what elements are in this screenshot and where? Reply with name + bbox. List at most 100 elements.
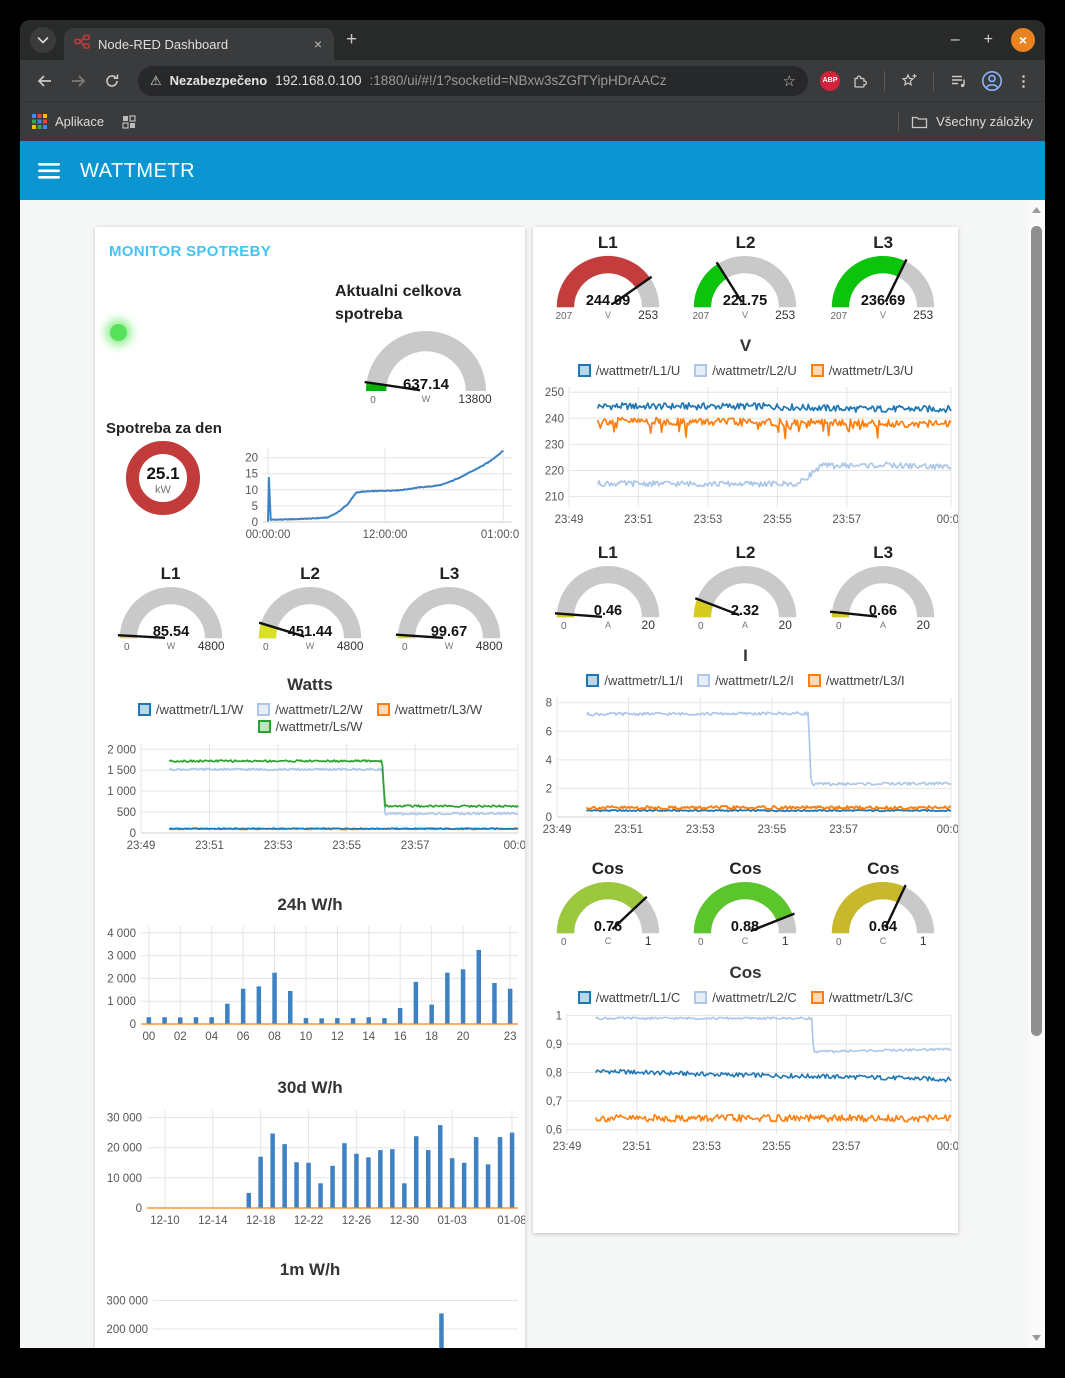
new-tab-button[interactable]: + (346, 29, 358, 50)
page-scrollbar[interactable] (1028, 200, 1045, 1348)
bookmark-apps[interactable]: Aplikace (55, 114, 105, 129)
voltage-chart-block: V /wattmetr/L1/U /wattmetr/L2/U /wattmet… (533, 336, 958, 527)
svg-text:4800: 4800 (197, 639, 224, 653)
legend-item[interactable]: /wattmetr/L3/U (810, 363, 913, 378)
gauge-l3-amps: 0.66 A 0 20 (814, 563, 952, 642)
svg-text:23:57: 23:57 (829, 824, 858, 836)
svg-text:300 000: 300 000 (106, 1296, 148, 1308)
24h-bar-chart: 00 02 04 06 08 10 12 14 16 18 20 23 0 1 00… (95, 920, 525, 1044)
svg-text:13800: 13800 (458, 392, 492, 406)
browser-window: Node-RED Dashboard × + – + × ⚠ Nezabezpe… (20, 20, 1045, 1348)
bookmark-star-icon[interactable]: ☆ (782, 72, 796, 90)
tab-search-button[interactable] (30, 27, 56, 53)
svg-text:1 000: 1 000 (107, 996, 136, 1008)
legend-item[interactable]: /wattmetr/L1/U (577, 363, 680, 378)
svg-text:0,9: 0,9 (546, 1039, 562, 1051)
browser-tab[interactable]: Node-RED Dashboard × (64, 28, 334, 60)
gauge-block-l1-amps: L1 0.46 A 0 20 (539, 543, 677, 642)
svg-text:1 000: 1 000 (107, 786, 136, 798)
back-button[interactable] (30, 67, 58, 95)
svg-text:01:00:00: 01:00:00 (481, 529, 519, 541)
svg-text:V: V (880, 310, 886, 320)
svg-text:4800: 4800 (337, 639, 364, 653)
dashboard-header: WATTMETR (20, 141, 1045, 201)
gauge-title: L1 (597, 233, 618, 252)
svg-text:23:51: 23:51 (195, 840, 224, 852)
forward-button[interactable] (64, 67, 92, 95)
reload-button[interactable] (98, 67, 126, 95)
svg-text:2.32: 2.32 (731, 603, 759, 619)
24h-chart-block: 24h W/h 00 02 04 06 08 10 12 14 16 18 20… (95, 895, 525, 1044)
back-arrow-icon (37, 74, 51, 87)
legend-item[interactable]: /wattmetr/L3/C (810, 990, 913, 1005)
gauge-title: L3 (873, 543, 894, 563)
adblock-extension-badge[interactable]: ABP (820, 70, 840, 91)
legend-item[interactable]: /wattmetr/L2/C (694, 990, 797, 1005)
tab-close-button[interactable]: × (313, 36, 322, 52)
gauge-block-cos-l1: Cos 0.76 C 0 1 (539, 859, 677, 958)
svg-text:4: 4 (546, 755, 553, 767)
browser-menu-button[interactable]: ⋮ (1016, 72, 1031, 90)
gauge-block-l3-volts: L3 236.69 V 207 253 (814, 233, 952, 332)
svg-text:0: 0 (699, 938, 705, 949)
svg-text:A: A (880, 620, 886, 630)
svg-text:23:51: 23:51 (614, 824, 643, 836)
legend-item[interactable]: /wattmetr/L3/W (376, 702, 482, 717)
node-red-favicon (74, 34, 90, 55)
legend-item[interactable]: /wattmetr/L2/W (257, 702, 363, 717)
svg-text:W: W (166, 641, 175, 651)
svg-text:15: 15 (245, 469, 258, 481)
cos-gauges-row: Cos 0.76 C 0 1 Cos 0.88 C 0 1 Cos (533, 859, 958, 958)
svg-text:23:49: 23:49 (555, 514, 584, 526)
current-chart-block: I /wattmetr/L1/I /wattmetr/L2/I /wattmet… (533, 646, 958, 837)
bookmarks-divider (898, 111, 900, 132)
scroll-up-arrow[interactable] (1028, 202, 1045, 218)
svg-text:23:55: 23:55 (332, 840, 361, 852)
extensions-button[interactable] (846, 67, 874, 95)
svg-text:08: 08 (268, 1031, 281, 1043)
svg-text:23: 23 (504, 1031, 517, 1043)
minimize-button[interactable]: – (950, 31, 960, 48)
maximize-button[interactable]: + (983, 31, 993, 48)
profile-avatar-button[interactable] (978, 67, 1006, 95)
1m-chart-title: 1m W/h (279, 1260, 341, 1280)
watts-chart-title: Watts (287, 675, 333, 695)
svg-text:8: 8 (546, 698, 552, 710)
hero-row: Aktualni celkova spotreba 637.14 W 0 138… (95, 262, 525, 420)
cos-chart-block: Cos /wattmetr/L1/C /wattmetr/L2/C /wattm… (533, 963, 958, 1154)
group-monitor-spotreby: MONITOR SPOTREBY Aktualni celkova spotre… (95, 227, 525, 1348)
side-panel-bookmarks-button[interactable] (895, 67, 923, 95)
legend-item[interactable]: /wattmetr/L2/U (694, 363, 797, 378)
svg-text:02: 02 (174, 1031, 187, 1043)
legend-item[interactable]: /wattmetr/L2/I (697, 673, 794, 688)
legend-item[interactable]: /wattmetr/L1/C (577, 990, 680, 1005)
svg-text:20: 20 (245, 453, 258, 465)
svg-text:0: 0 (402, 642, 408, 653)
legend-item[interactable]: /wattmetr/L3/I (807, 673, 905, 688)
watt-gauges-row: L1 85.54 W 0 4800 L2 451.44 W 0 4800 L (95, 564, 525, 663)
reading-list-button[interactable] (944, 67, 972, 95)
svg-text:0.64: 0.64 (869, 920, 897, 936)
gauge-title: L2 (300, 564, 320, 583)
bookmark-all-bookmarks[interactable]: Všechny záložky (936, 114, 1033, 129)
close-window-button[interactable]: × (1011, 28, 1035, 52)
legend-item[interactable]: /wattmetr/L1/I (586, 673, 683, 688)
svg-text:2 000: 2 000 (107, 744, 136, 756)
amp-gauges-row: L1 0.46 A 0 20 L2 2.32 A 0 20 L3 (533, 543, 958, 642)
address-bar[interactable]: ⚠ Nezabezpečeno 192.168.0.100 :1880/ui/#… (138, 65, 808, 96)
svg-text:23:57: 23:57 (401, 840, 430, 852)
legend-item[interactable]: /wattmetr/L1/W (137, 702, 243, 717)
svg-text:240: 240 (545, 413, 564, 425)
day-consumption-label: Spotreba za den (106, 420, 222, 437)
gauge-block-l2-amps: L2 2.32 A 0 20 (677, 543, 815, 642)
legend-item[interactable]: /wattmetr/Ls/W (257, 719, 362, 734)
grid-bookmark-icon[interactable] (122, 114, 136, 129)
svg-text:0: 0 (124, 642, 130, 653)
hamburger-menu-icon[interactable] (38, 163, 60, 179)
scroll-down-arrow[interactable] (1028, 1330, 1045, 1346)
svg-text:30 000: 30 000 (107, 1113, 142, 1125)
scrollbar-thumb[interactable] (1031, 226, 1042, 1036)
not-secure-label[interactable]: Nezabezpečeno (169, 73, 268, 88)
voltage-chart-title: V (739, 336, 752, 356)
